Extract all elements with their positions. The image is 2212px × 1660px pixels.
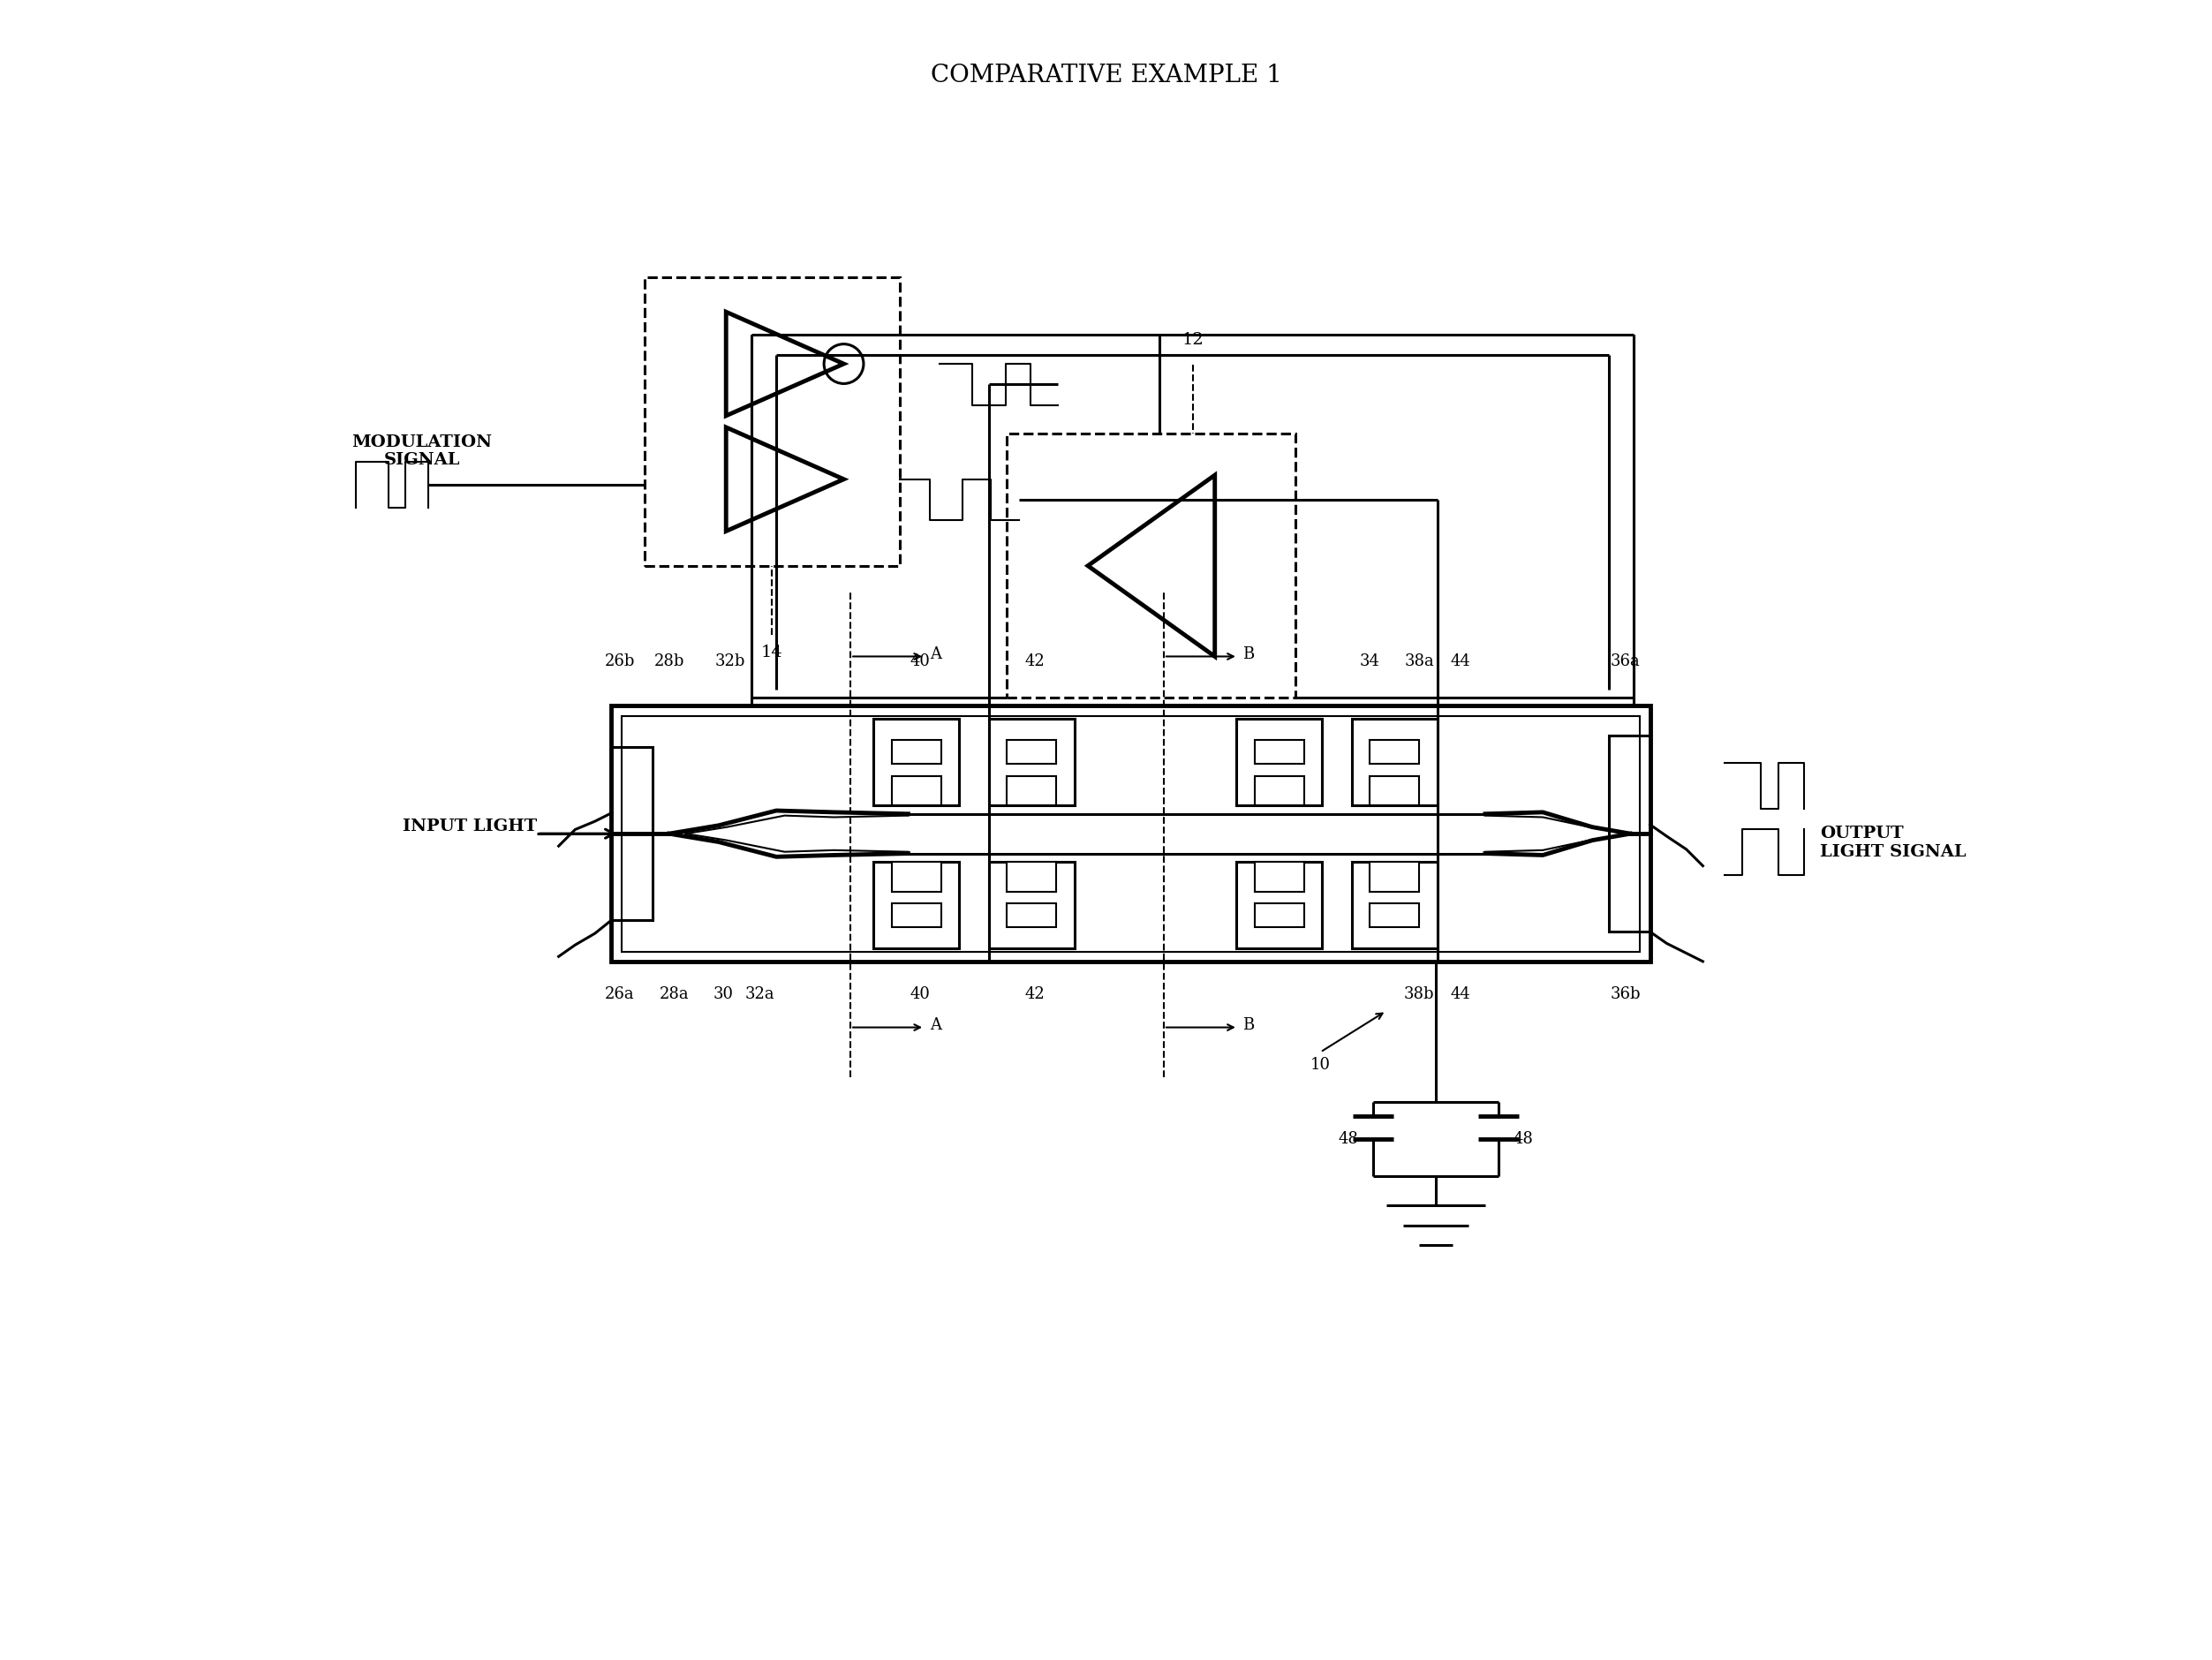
Text: COMPARATIVE EXAMPLE 1: COMPARATIVE EXAMPLE 1 (931, 63, 1281, 88)
Text: B: B (1243, 646, 1254, 662)
Text: 10: 10 (1310, 1056, 1329, 1072)
Bar (622, 717, 1639, 951)
Bar (1369, 777, 1420, 807)
Text: A: A (929, 1016, 940, 1033)
Bar (611, 707, 1650, 961)
Text: MODULATION
SIGNAL: MODULATION SIGNAL (352, 433, 491, 468)
Text: 36a: 36a (1610, 652, 1641, 669)
Text: 12: 12 (1181, 332, 1203, 347)
Bar (1369, 740, 1420, 765)
Text: 44: 44 (1451, 652, 1471, 669)
Text: 42: 42 (1024, 652, 1044, 669)
Bar (1254, 777, 1303, 807)
Bar (874, 719, 960, 807)
Text: B: B (1243, 1016, 1254, 1033)
Bar (891, 740, 940, 765)
Bar (1369, 903, 1420, 928)
Bar (1352, 719, 1438, 807)
Bar (1254, 740, 1303, 765)
Text: 26a: 26a (604, 986, 635, 1001)
Text: 28b: 28b (655, 652, 684, 669)
Text: 40: 40 (909, 652, 929, 669)
Text: A: A (929, 646, 940, 662)
Text: 40: 40 (909, 986, 929, 1001)
Bar (891, 777, 940, 807)
Bar (1369, 862, 1420, 891)
Bar (1608, 735, 1650, 933)
Bar (1006, 435, 1296, 699)
Text: 32b: 32b (714, 652, 745, 669)
Bar (989, 862, 1075, 948)
Bar (1352, 862, 1438, 948)
Bar (891, 903, 940, 928)
Bar (989, 719, 1075, 807)
Bar (1237, 862, 1323, 948)
Text: 34: 34 (1360, 652, 1380, 669)
Bar (644, 277, 900, 566)
Text: 44: 44 (1451, 986, 1471, 1001)
Text: 30: 30 (712, 986, 734, 1001)
Text: 28a: 28a (659, 986, 688, 1001)
Bar (1254, 862, 1303, 891)
Text: OUTPUT
LIGHT SIGNAL: OUTPUT LIGHT SIGNAL (1820, 825, 1966, 860)
Text: 26b: 26b (604, 652, 635, 669)
Text: 48: 48 (1513, 1130, 1533, 1147)
Text: 32a: 32a (745, 986, 774, 1001)
Bar (1006, 740, 1057, 765)
Bar (1006, 862, 1057, 891)
Text: 38a: 38a (1405, 652, 1433, 669)
Bar (1237, 719, 1323, 807)
Text: 14: 14 (761, 644, 783, 661)
Text: 38b: 38b (1405, 986, 1436, 1001)
Text: 48: 48 (1338, 1130, 1358, 1147)
Text: INPUT LIGHT: INPUT LIGHT (403, 818, 538, 833)
Bar (611, 747, 653, 921)
Bar (1254, 903, 1303, 928)
Text: 42: 42 (1024, 986, 1044, 1001)
Bar (1006, 777, 1057, 807)
Bar (1006, 903, 1057, 928)
Bar (891, 862, 940, 891)
Bar (874, 862, 960, 948)
Text: 36b: 36b (1610, 986, 1641, 1001)
